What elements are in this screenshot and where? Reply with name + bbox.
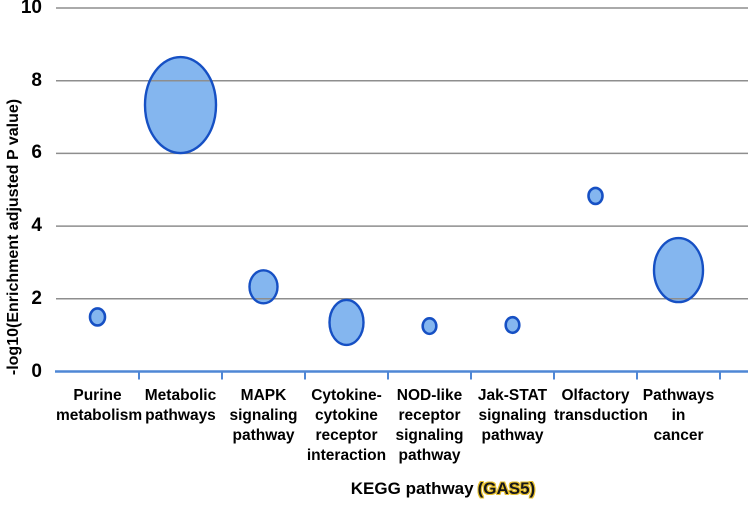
- bubble-fill-2: [249, 270, 278, 304]
- bubble-fill-0: [90, 308, 105, 326]
- category-label-7: Pathways in cancer: [642, 387, 715, 444]
- bubble-fill-3: [329, 299, 364, 345]
- bubble-border-6: [587, 186, 604, 206]
- y-tick-label-0: 0: [31, 360, 42, 382]
- category-label-6: Olfactory transduction: [554, 387, 648, 424]
- category-label-2: MAPK signaling pathway: [229, 387, 298, 444]
- y-tick-label-10: 10: [20, 0, 42, 18]
- bubble-border-5: [504, 315, 521, 335]
- category-label-3: Cytokine- cytokine receptor interaction: [306, 387, 387, 464]
- x-axis-title-gene-label: (GAS5): [477, 479, 536, 498]
- x-axis-title-text: KEGG pathway: [350, 479, 474, 498]
- bubble-border-7: [652, 236, 705, 304]
- bubble-border-4: [421, 316, 438, 336]
- x-axis-title: KEGG pathway (GAS5): [351, 479, 535, 499]
- category-label-4: NOD-like receptor signaling pathway: [395, 387, 464, 464]
- bubble-border-0: [88, 307, 107, 327]
- bubble-border-3: [328, 298, 365, 347]
- y-tick-label-8: 8: [31, 69, 42, 91]
- bubble-fill-6: [588, 187, 603, 204]
- bubble-border-1: [143, 55, 218, 155]
- y-tick-label-6: 6: [31, 142, 42, 164]
- bubble-fill-7: [654, 238, 703, 303]
- category-label-0: Purine metabolism: [56, 387, 143, 424]
- y-tick-label-4: 4: [31, 215, 42, 237]
- bubble-fill-4: [422, 318, 437, 334]
- bubble-fill-5: [505, 317, 520, 333]
- y-tick-label-2: 2: [31, 287, 42, 309]
- bubble-border-2: [248, 269, 279, 305]
- category-label-1: Metabolic pathways: [144, 387, 217, 424]
- category-label-5: Jak-STAT signaling pathway: [477, 387, 548, 444]
